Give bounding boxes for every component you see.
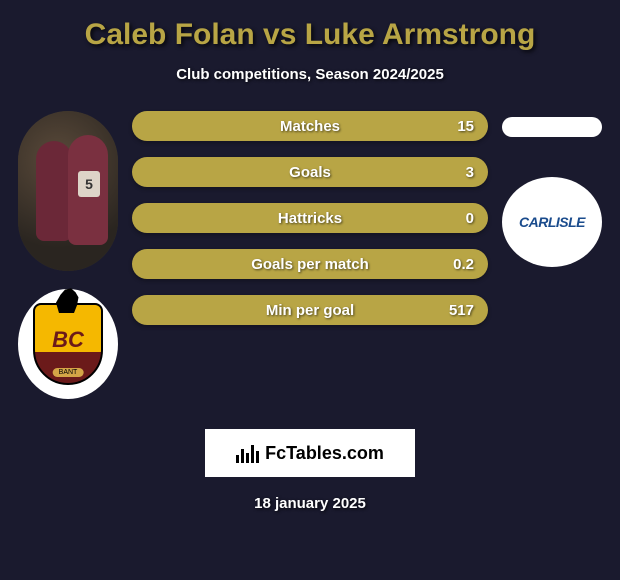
player2-photo-placeholder — [502, 117, 602, 137]
content-row: 5 BC BANT Matches 15 Goals 3 Hattricks — [0, 111, 620, 399]
bar-icon-segment — [236, 455, 239, 463]
bar-icon-segment — [251, 445, 254, 463]
stat-row-goals-per-match: Goals per match 0.2 — [132, 249, 488, 279]
badge-banner: BANT — [53, 368, 84, 377]
stat-row-hattricks: Hattricks 0 — [132, 203, 488, 233]
bar-icon-segment — [246, 453, 249, 463]
shirt-number: 5 — [78, 171, 100, 197]
stat-value: 0 — [466, 210, 474, 227]
page-title: Caleb Folan vs Luke Armstrong — [0, 18, 620, 52]
player-figure — [36, 141, 72, 241]
bar-icon-segment — [256, 451, 259, 463]
stats-column: Matches 15 Goals 3 Hattricks 0 Goals per… — [128, 111, 492, 399]
comparison-container: Caleb Folan vs Luke Armstrong Club compe… — [0, 0, 620, 580]
player2-club-badge: CARLISLE — [502, 177, 602, 267]
club2-name: CARLISLE — [519, 214, 585, 230]
stat-value: 3 — [466, 164, 474, 181]
stat-value: 517 — [449, 302, 474, 319]
stat-label: Goals — [289, 164, 331, 181]
stat-value: 15 — [457, 118, 474, 135]
stat-label: Goals per match — [251, 256, 369, 273]
left-column: 5 BC BANT — [8, 111, 128, 399]
page-subtitle: Club competitions, Season 2024/2025 — [0, 66, 620, 83]
bar-icon-segment — [241, 449, 244, 463]
badge-initials: BC — [52, 327, 84, 353]
badge-shield: BC BANT — [33, 303, 103, 385]
stat-label: Min per goal — [266, 302, 354, 319]
rooster-icon — [53, 287, 83, 313]
stat-row-min-per-goal: Min per goal 517 — [132, 295, 488, 325]
footer-brand-logo: FcTables.com — [205, 429, 415, 477]
player1-club-badge: BC BANT — [18, 289, 118, 399]
stat-row-matches: Matches 15 — [132, 111, 488, 141]
stat-label: Matches — [280, 118, 340, 135]
footer-brand-text: FcTables.com — [265, 443, 384, 464]
right-column: CARLISLE — [492, 111, 612, 399]
stat-row-goals: Goals 3 — [132, 157, 488, 187]
chart-bars-icon — [236, 443, 259, 463]
stat-value: 0.2 — [453, 256, 474, 273]
player1-photo: 5 — [18, 111, 118, 271]
date-text: 18 january 2025 — [0, 495, 620, 512]
stat-label: Hattricks — [278, 210, 342, 227]
